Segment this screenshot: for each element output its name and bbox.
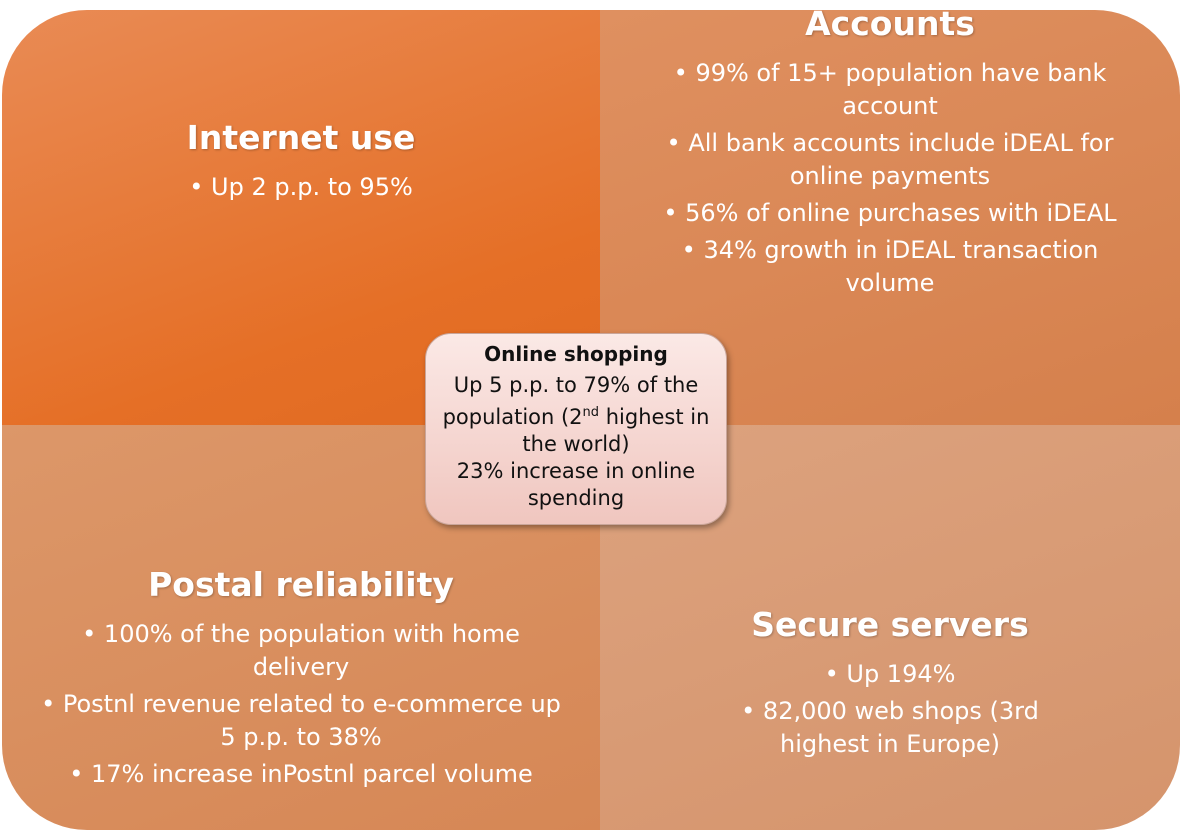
center-text: Up 5 p.p. to 79% of the population (2nd … bbox=[436, 372, 716, 458]
text: Up 5 p.p. to 79% of the population (2 bbox=[442, 373, 699, 429]
matrix: Internet use Up 2 p.p. to 95% Accounts 99% … bbox=[2, 10, 1180, 830]
superscript: nd bbox=[582, 405, 600, 420]
bullet: All bank accounts include iDEAL for onli… bbox=[640, 127, 1140, 193]
bullet: 17% increase inPostnl parcel volume bbox=[41, 758, 561, 791]
bullet: 56% of online purchases with iDEAL bbox=[640, 197, 1140, 230]
center-text: 23% increase in online spending bbox=[456, 459, 696, 510]
quadrant-title: Accounts bbox=[805, 10, 975, 43]
bullet: Postnl revenue related to e-commerce up … bbox=[41, 688, 561, 754]
bullet: 34% growth in iDEAL transaction volume bbox=[640, 234, 1140, 300]
bullet: Up 194% bbox=[720, 658, 1060, 691]
text: highest in the world) bbox=[522, 405, 710, 456]
quadrant: Internet use Up 2 p.p. to 95% bbox=[2, 10, 600, 425]
bullet: 100% of the population with home deliver… bbox=[41, 618, 561, 684]
quadrant-title: Postal reliability bbox=[148, 565, 454, 604]
bullet: Up 2 p.p. to 95% bbox=[81, 171, 521, 204]
bullet: 82,000 web shops (3rd highest in Europe) bbox=[720, 695, 1060, 761]
quadrant-content: Accounts 99% of 15+ population have bank … bbox=[640, 10, 1140, 304]
center-box: Online shopping Up 5 p.p. to 79% of the … bbox=[425, 333, 727, 525]
center-title: Online shopping bbox=[484, 342, 668, 366]
quadrant-content: Postal reliability 100% of the population… bbox=[41, 565, 561, 795]
quadrant-content: Secure servers Up 194% 82,000 web shops (3… bbox=[720, 605, 1060, 765]
quadrant-content: Internet use Up 2 p.p. to 95% bbox=[81, 118, 521, 208]
quadrant-title: Internet use bbox=[186, 118, 416, 157]
bullet: 99% of 15+ population have bank account bbox=[640, 57, 1140, 123]
quadrant-title: Secure servers bbox=[751, 605, 1029, 644]
